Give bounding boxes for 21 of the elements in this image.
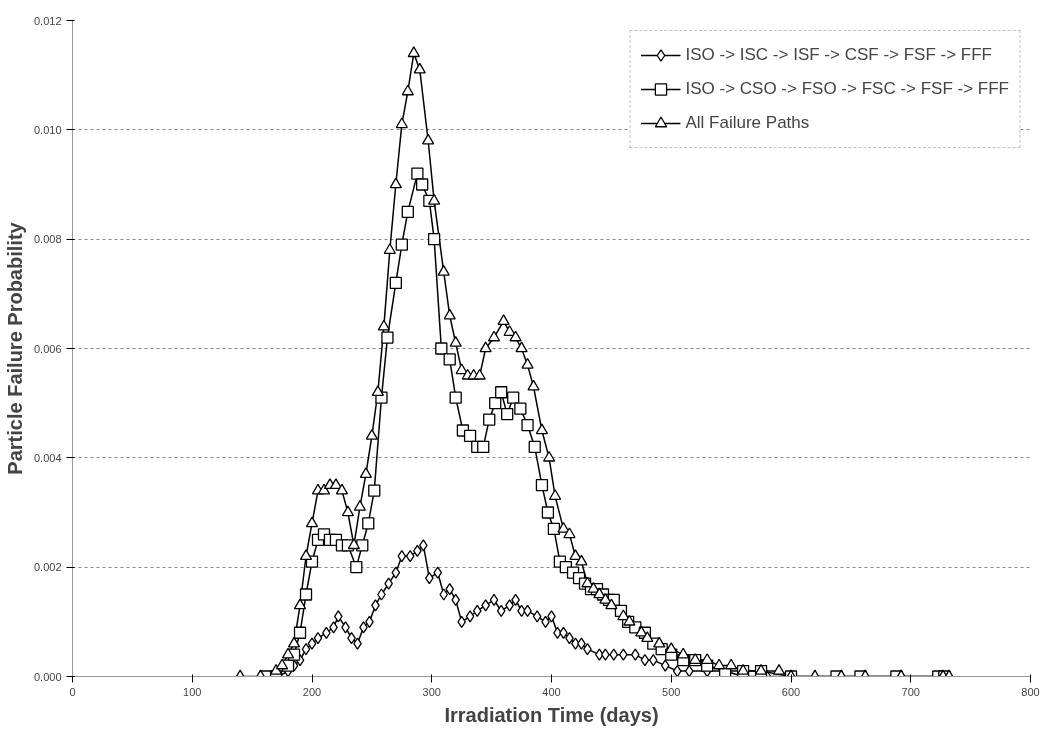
x-tick-label: 600 (781, 685, 801, 698)
legend-label: ISO -> CSO -> FSO -> FSC -> FSF -> FFF (685, 79, 1009, 99)
x-tick-label: 100 (183, 685, 202, 698)
y-tick-label: 0.000 (33, 670, 62, 683)
legend-label: ISO -> ISC -> ISF -> CSF -> FSF -> FFF (685, 45, 992, 65)
x-tick-label: 800 (1021, 685, 1040, 698)
y-tick-label: 0.004 (33, 451, 62, 464)
y-tick-label: 0.002 (33, 561, 62, 574)
y-axis-title: Particle Failure Probability (3, 221, 26, 475)
y-tick-label: 0.010 (33, 123, 62, 136)
x-tick-label: 200 (302, 685, 322, 698)
x-tick-label: 0 (69, 685, 76, 698)
x-tick-label: 500 (662, 685, 681, 698)
x-axis-title: Irradiation Time (days) (444, 703, 659, 726)
x-tick-label: 700 (901, 685, 920, 698)
legend-label: All Failure Paths (685, 113, 810, 133)
y-tick-label: 0.006 (33, 342, 62, 355)
x-tick-label: 300 (422, 685, 441, 698)
y-tick-label: 0.012 (33, 14, 62, 27)
x-tick-label: 400 (542, 685, 561, 698)
y-tick-label: 0.008 (33, 233, 62, 246)
